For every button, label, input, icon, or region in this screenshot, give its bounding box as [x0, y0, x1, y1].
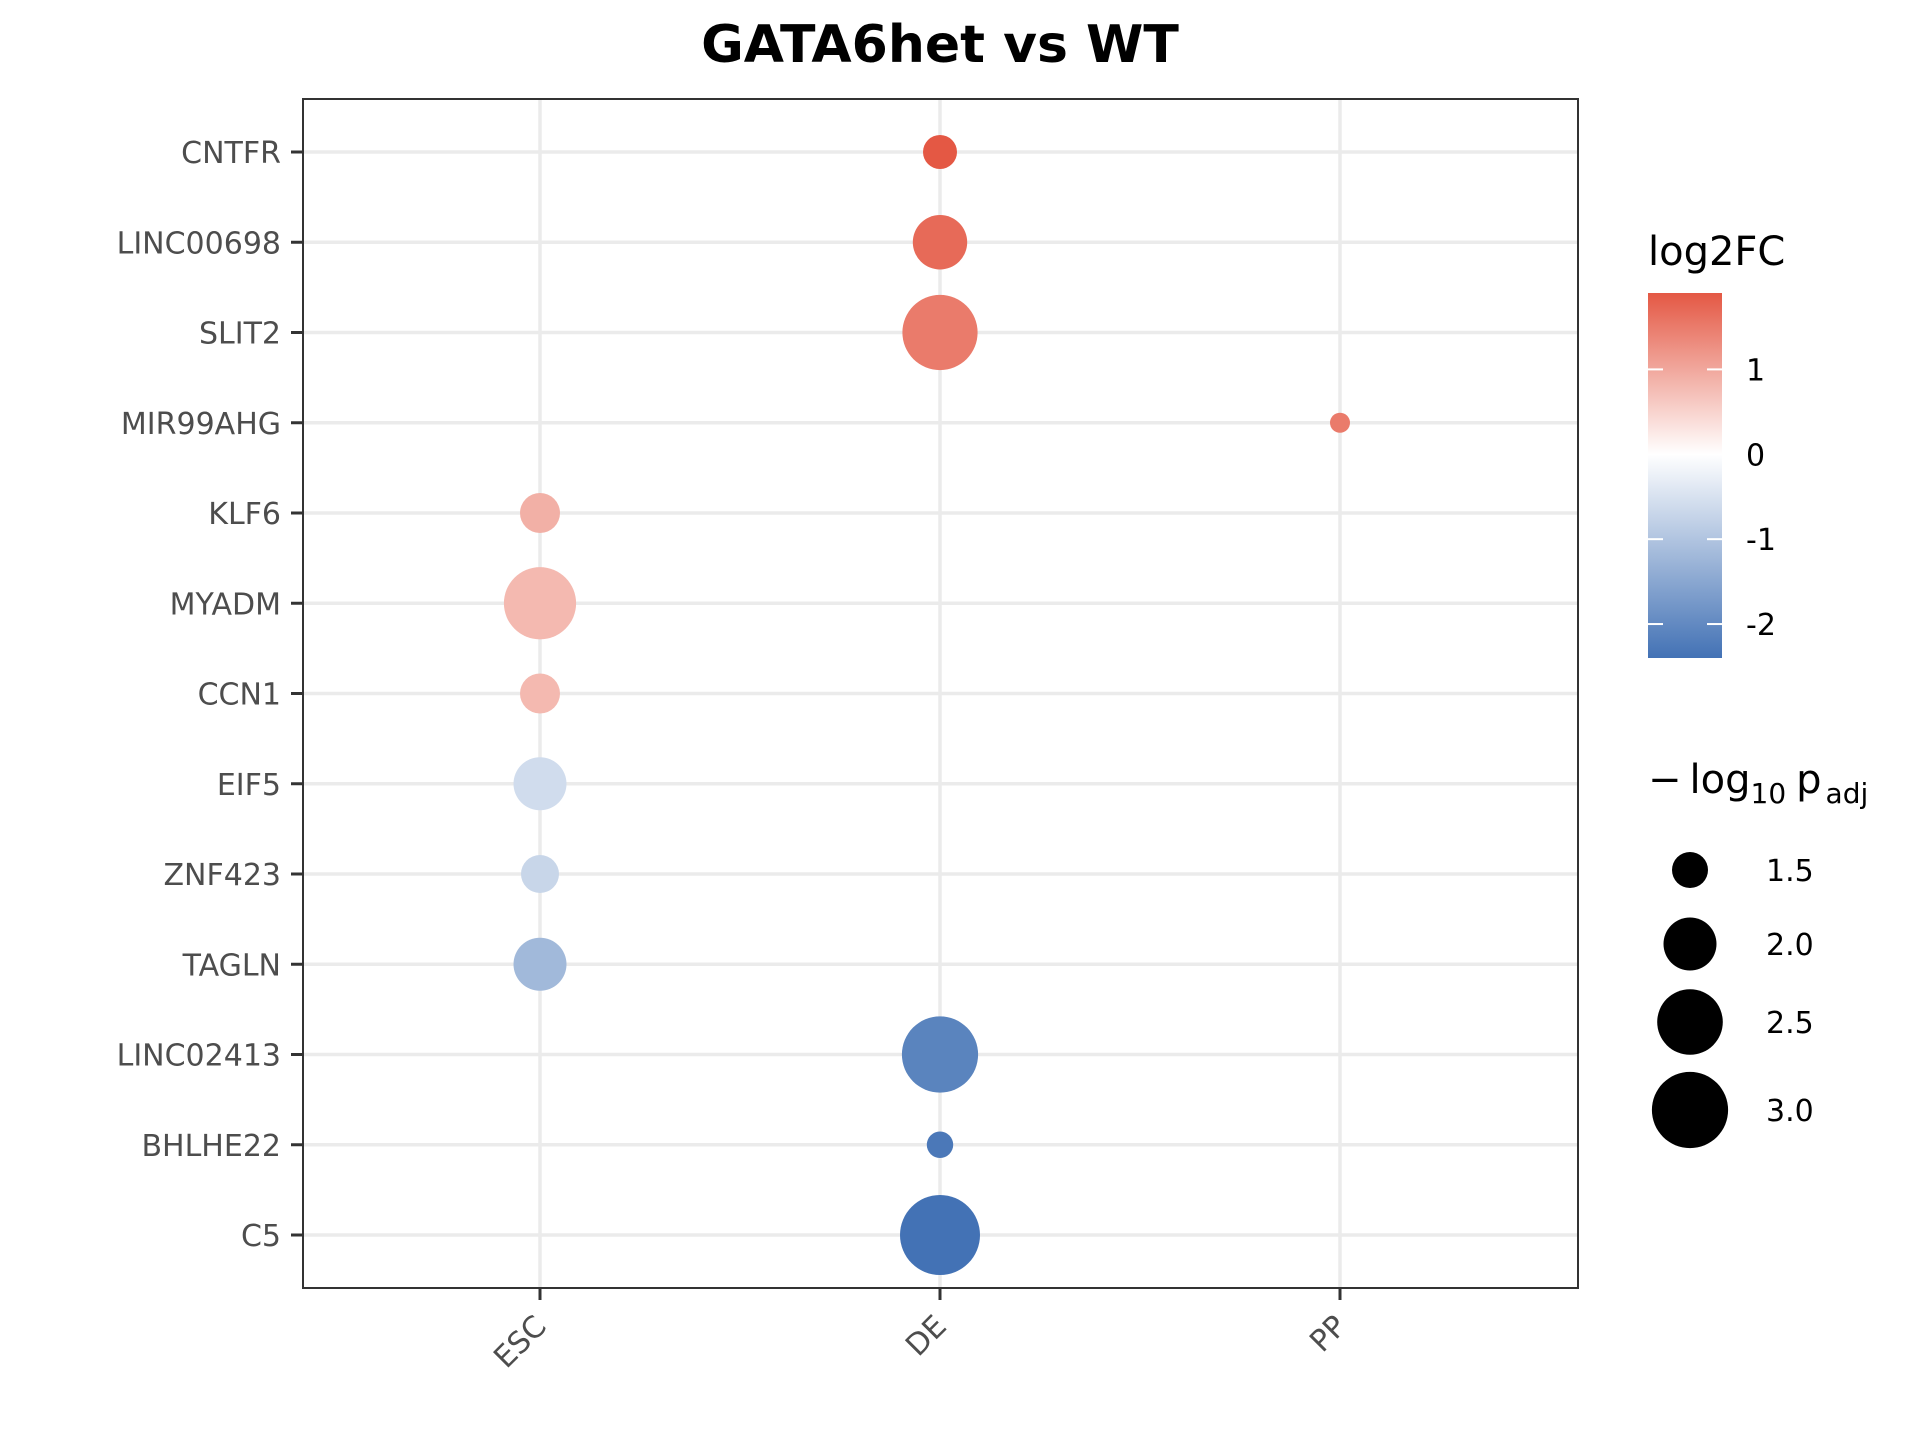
y-tick-label: TAGLN	[182, 948, 281, 983]
y-tick-label: EIF5	[217, 768, 281, 803]
size-key-label: 2.0	[1766, 928, 1814, 963]
y-tick-label: CNTFR	[181, 136, 281, 171]
y-tick-label: CCN1	[198, 678, 281, 713]
y-axis: CNTFR LINC00698 SLIT2 MIR99AHG KLF6 MYADM CCN1…	[117, 136, 303, 1254]
y-tick-label: LINC02413	[117, 1039, 281, 1074]
color-legend: log2FC -2 -1 0 1	[1648, 229, 1785, 658]
size-key-label: 1.5	[1766, 854, 1814, 889]
point-linc00698	[912, 215, 968, 270]
size-legend-keys: 1.5 2.0 2.5 3.0	[1651, 852, 1814, 1149]
y-tick-label: MIR99AHG	[121, 407, 281, 442]
size-key	[1663, 917, 1717, 971]
size-key	[1672, 852, 1708, 888]
y-tick-label: SLIT2	[199, 317, 281, 352]
color-bar-ticks: -2 -1 0 1	[1648, 353, 1776, 643]
color-tick-label: -2	[1746, 608, 1776, 643]
gridlines	[303, 99, 1578, 1288]
chart-title: GATA6het vs WT	[701, 15, 1179, 75]
y-tick-label: LINC00698	[117, 226, 281, 261]
x-tick-label: ESC	[487, 1309, 553, 1375]
point-cntfr	[923, 135, 957, 169]
color-tick-label: -1	[1746, 523, 1776, 558]
color-bar	[1648, 293, 1722, 658]
point-myadm	[503, 567, 577, 640]
y-tick-label: KLF6	[208, 497, 281, 532]
point-ccn1	[520, 673, 560, 714]
point-slit2	[902, 294, 978, 371]
color-tick-label: 1	[1746, 353, 1765, 388]
size-key-label: 3.0	[1766, 1094, 1814, 1129]
y-tick-label: MYADM	[170, 587, 281, 622]
point-klf6	[520, 493, 560, 533]
point-mir99ahg	[1330, 412, 1350, 433]
data-points	[503, 135, 1350, 1275]
point-eif5	[513, 757, 567, 811]
size-legend-title-p: p	[1796, 757, 1821, 803]
y-tick-label: BHLHE22	[141, 1129, 281, 1164]
color-tick-label: 0	[1746, 438, 1765, 473]
point-c5	[900, 1195, 980, 1275]
size-key	[1651, 1071, 1729, 1149]
size-legend-title-sub: adj	[1826, 777, 1869, 810]
point-linc02413	[901, 1016, 979, 1093]
size-key	[1657, 989, 1723, 1055]
x-tick-label: DE	[899, 1309, 953, 1363]
size-legend-title-log: log	[1690, 757, 1751, 803]
size-legend-title-minus: −	[1648, 757, 1682, 803]
point-tagln	[513, 937, 567, 991]
point-bhlhe22	[926, 1131, 954, 1158]
size-legend: − log10 p adj 1.5 2.0 2.5 3.0	[1648, 757, 1868, 1149]
x-axis: ESC DE PP	[487, 1288, 1354, 1375]
size-legend-title: − log10 p adj	[1648, 757, 1868, 810]
y-tick-label: C5	[241, 1219, 281, 1254]
y-tick-label: ZNF423	[163, 858, 281, 893]
color-legend-title: log2FC	[1648, 229, 1785, 275]
point-znf423	[521, 855, 559, 893]
size-key-label: 2.5	[1766, 1006, 1814, 1041]
size-legend-title-base: 10	[1751, 777, 1787, 810]
x-tick-label: PP	[1303, 1309, 1353, 1359]
